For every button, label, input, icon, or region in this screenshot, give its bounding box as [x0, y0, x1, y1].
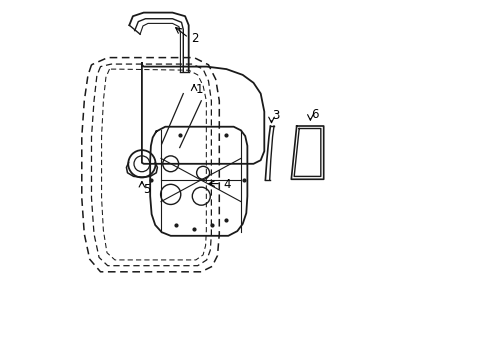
- Text: 2: 2: [191, 32, 198, 45]
- Text: 1: 1: [196, 83, 203, 96]
- Text: 5: 5: [142, 183, 150, 195]
- Text: 6: 6: [311, 108, 318, 121]
- Text: 4: 4: [223, 178, 230, 191]
- Text: 3: 3: [272, 109, 280, 122]
